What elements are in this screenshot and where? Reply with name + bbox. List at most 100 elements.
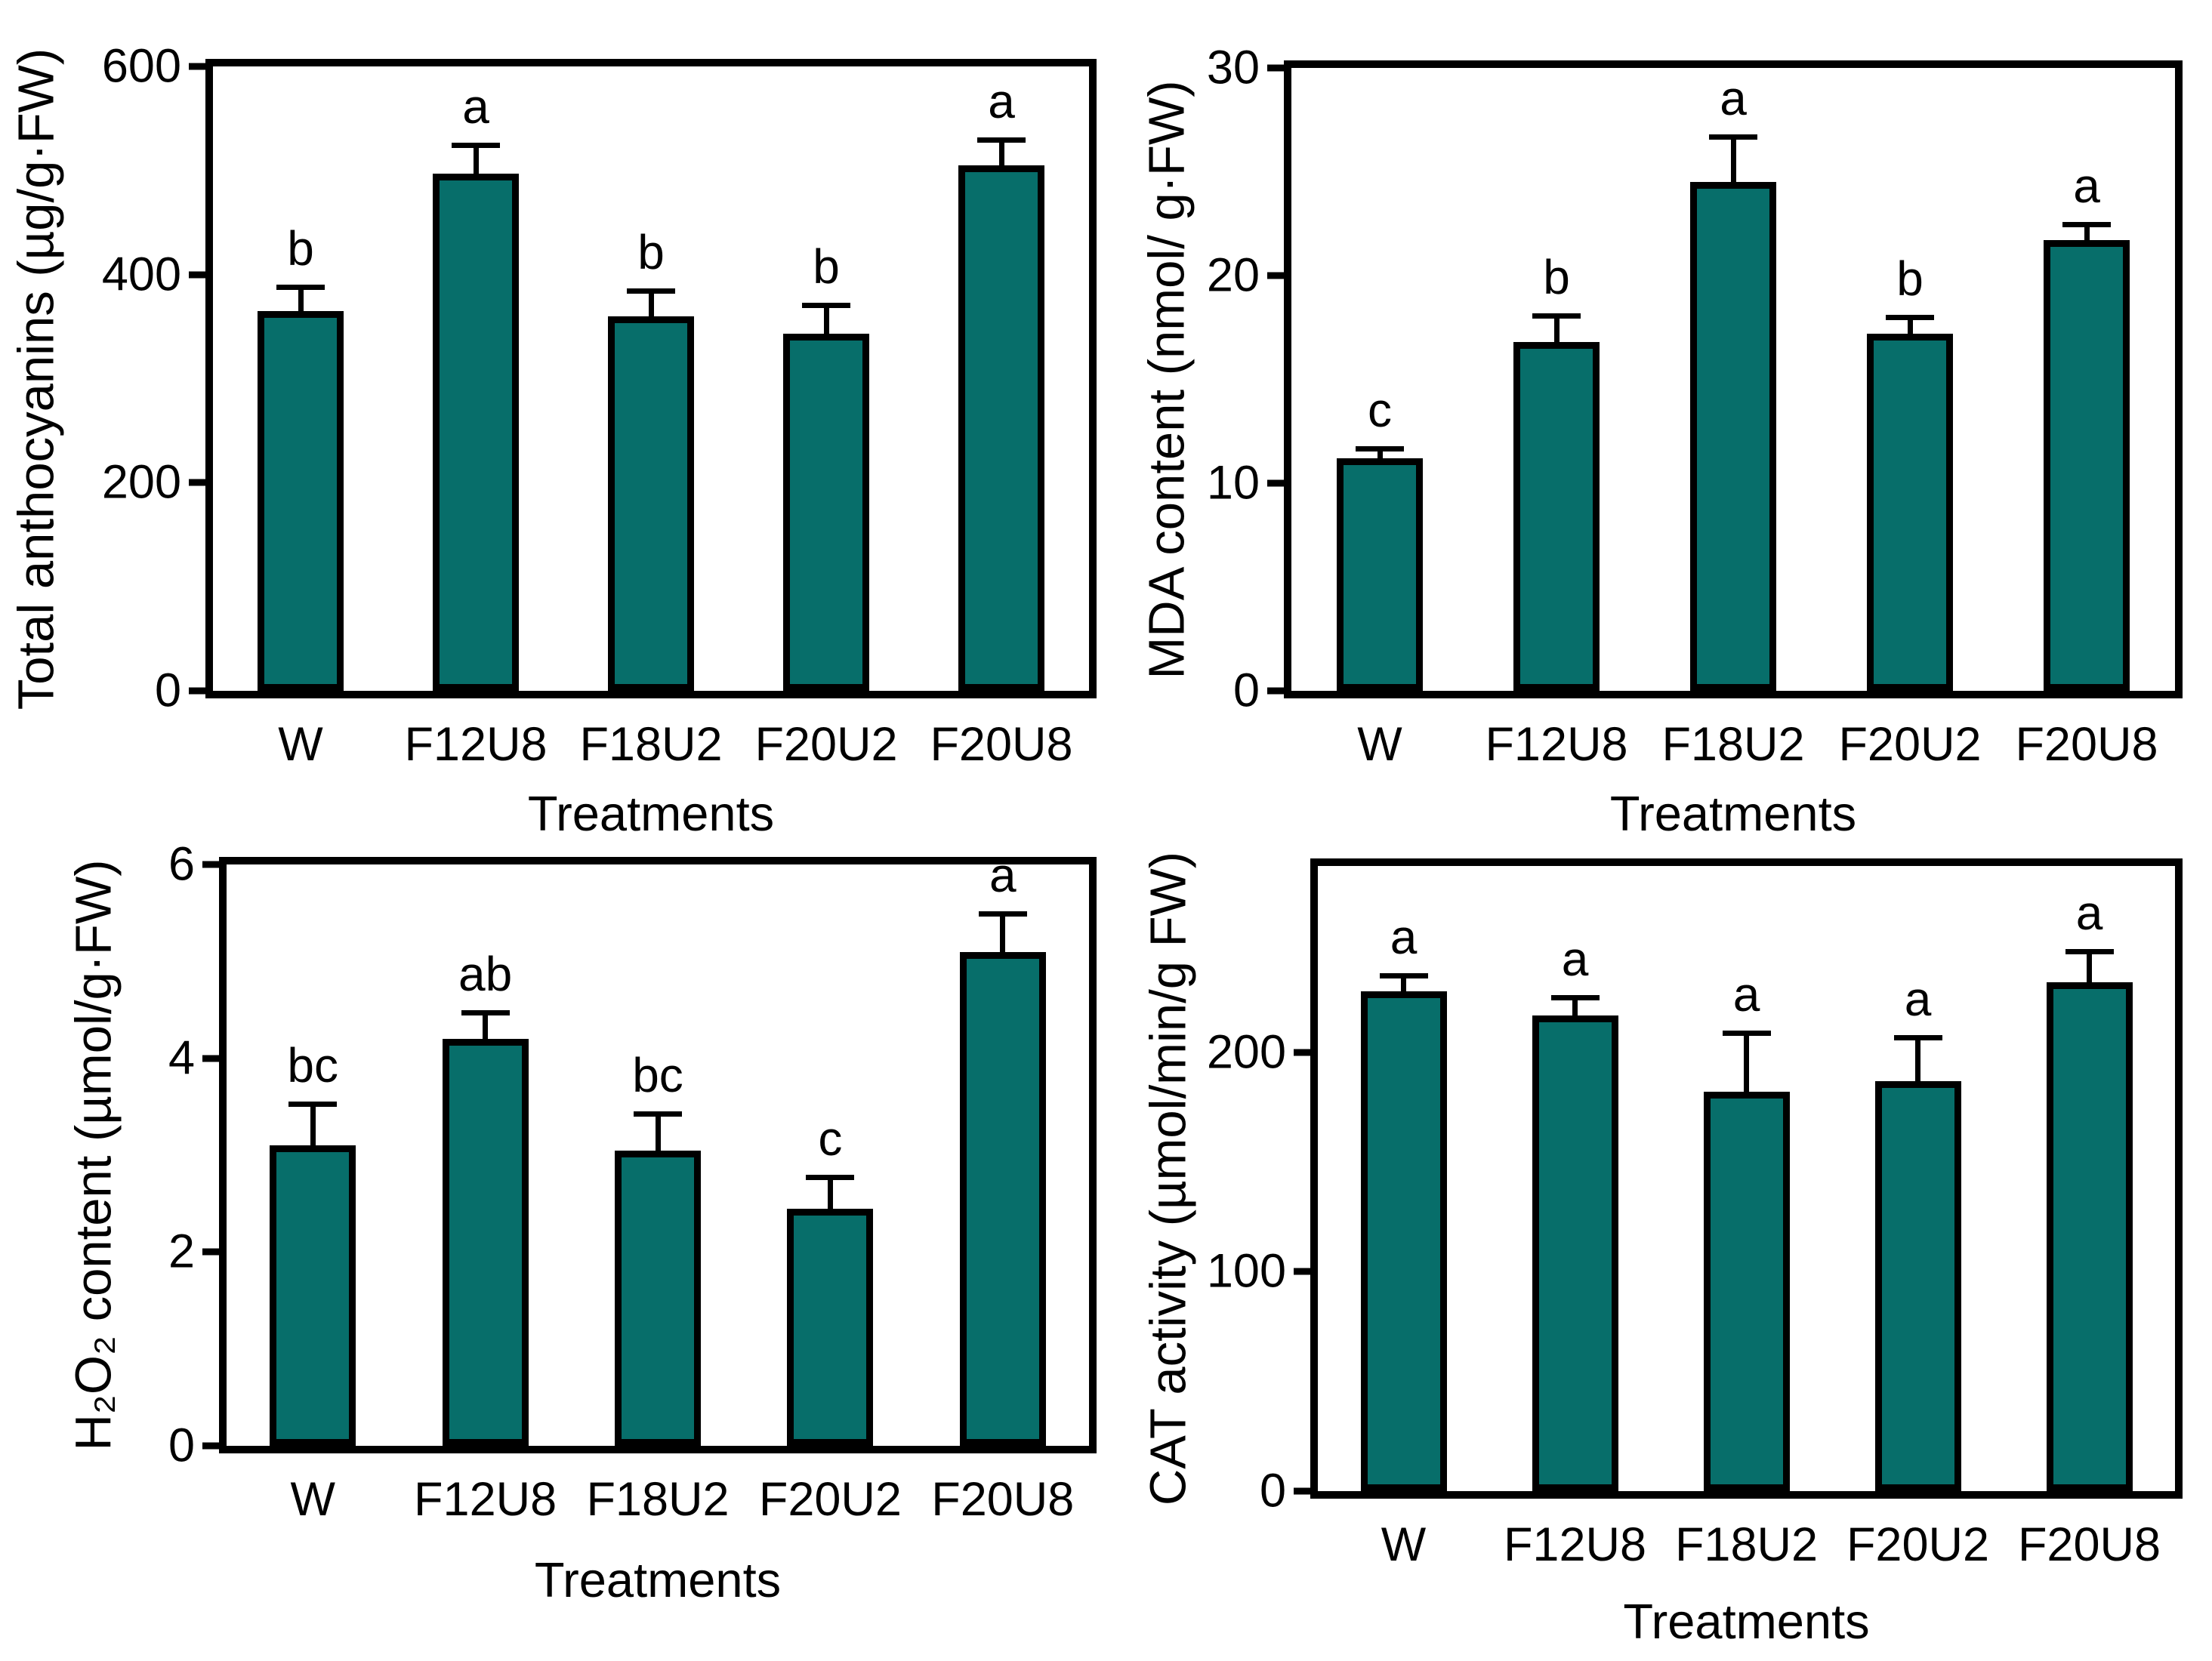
x-tick-label: F20U2 [758,1473,902,1526]
significance-letter: c [1368,382,1392,437]
error-bar [1000,911,1006,952]
bar-F12U8 [442,1039,529,1446]
x-tick-label: F20U8 [2015,718,2158,771]
error-bar-cap [1550,995,1600,1001]
bar-F18U2 [1690,182,1776,691]
y-tick [202,861,219,868]
y-tick-label: 0 [1232,664,1260,717]
x-tick-label: W [278,718,323,771]
error-bar [648,288,654,316]
x-tick-label: F12U8 [1485,718,1628,771]
y-tick-label: 600 [101,39,181,93]
significance-letter: a [1390,910,1418,965]
y-tick [1294,1487,1310,1495]
y-axis-label: Total anthocyanins (µg/g·FW) [8,48,65,710]
y-tick-label: 20 [1206,248,1260,302]
error-bar [298,285,304,311]
error-bar [1401,973,1406,991]
error-bar-cap [634,1111,682,1117]
error-bar [1553,313,1560,342]
bar-F20U2 [1867,334,1953,691]
error-bar-cap [1886,315,1934,321]
bar-F20U8 [959,951,1046,1446]
significance-letter: a [2073,158,2100,213]
bar-F18U2 [1703,1092,1790,1491]
y-tick [189,687,205,695]
y-tick-label: 30 [1206,41,1260,94]
bar-F12U8 [1532,1015,1618,1491]
error-bar [310,1102,316,1146]
significance-letter: a [462,79,489,134]
bar-F20U8 [2046,982,2133,1491]
significance-letter: bc [287,1038,338,1093]
error-bar-cap [2065,949,2114,955]
significance-letter: a [1561,932,1589,987]
significance-letter: bc [632,1048,683,1103]
bar-F12U8 [1513,342,1600,691]
x-tick-label: W [1357,718,1402,771]
error-bar-cap [806,1174,855,1180]
error-bar [1730,134,1736,183]
significance-letter: b [1896,251,1924,307]
error-bar [827,1174,833,1209]
y-tick [1267,272,1284,279]
significance-letter: a [988,73,1015,128]
error-bar [483,1009,489,1039]
bar-W [1337,458,1423,691]
bar-F20U2 [783,334,869,691]
error-bar [1377,445,1383,458]
error-bar-cap [461,1009,510,1015]
error-bar-cap [1379,973,1428,979]
x-tick-label: W [290,1473,335,1526]
y-tick [189,479,205,486]
error-bar-cap [802,302,850,308]
error-bar [1744,1030,1749,1092]
x-tick-label: F20U8 [931,1473,1075,1526]
y-tick [189,271,205,279]
bar-F20U2 [1874,1080,1961,1491]
y-tick [1294,1268,1310,1275]
error-bar [823,302,829,334]
error-bar [998,137,1004,165]
y-tick [1267,479,1284,487]
y-tick [202,1248,219,1256]
error-bar [1907,315,1913,334]
error-bar-cap [1709,134,1757,140]
x-tick-label: F12U8 [1503,1518,1647,1571]
x-tick-label: F12U8 [404,718,548,771]
x-tick-label: F20U2 [754,718,898,771]
error-bar-cap [1356,445,1404,451]
x-axis-title: Treatments [534,1552,782,1607]
y-tick [1294,1049,1310,1056]
significance-letter: c [818,1111,843,1166]
y-tick [189,63,205,70]
error-bar [2087,949,2092,982]
x-axis-title: Treatments [1623,1594,1870,1649]
x-tick-label: F12U8 [414,1473,557,1526]
error-bar-cap [627,288,675,294]
significance-letter: a [1904,971,1932,1026]
bar-F20U8 [958,165,1044,691]
significance-letter: b [637,224,665,279]
bar-F18U2 [615,1150,701,1446]
x-tick-label: F18U2 [1661,718,1805,771]
x-tick-label: F18U2 [579,718,723,771]
bar-W [258,310,344,691]
significance-letter: a [989,847,1017,902]
error-bar-cap [452,142,500,148]
significance-letter: a [1720,71,1747,125]
y-tick [1267,64,1284,72]
y-tick-label: 4 [168,1031,195,1085]
error-bar-cap [1722,1030,1771,1036]
y-tick-label: 10 [1206,456,1260,510]
significance-letter: b [287,221,314,276]
y-tick-label: 0 [1259,1464,1286,1518]
error-bar-cap [1893,1034,1942,1040]
bar-W [270,1145,356,1446]
y-tick-label: 0 [154,664,181,717]
significance-letter: ab [458,946,513,1001]
